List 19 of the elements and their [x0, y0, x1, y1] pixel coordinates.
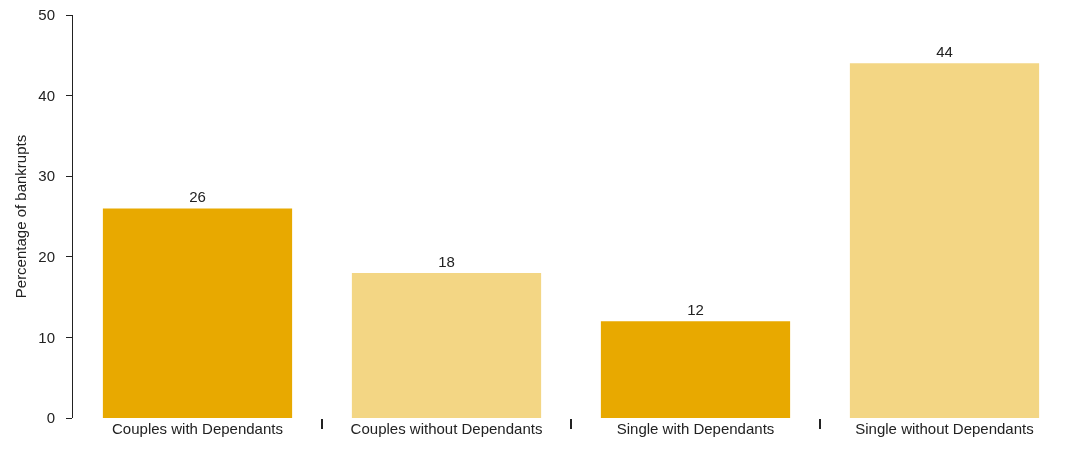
bar: [351, 272, 542, 418]
bar: [849, 63, 1040, 418]
x-tick-label: Single without Dependants: [855, 420, 1034, 437]
x-tick-label: Single with Dependants: [616, 420, 775, 437]
y-axis-title: Percentage of bankrupts: [11, 134, 29, 299]
y-tick-label: 0: [46, 409, 55, 427]
bar: [600, 321, 791, 418]
bar: [102, 208, 293, 418]
data-label: 44: [936, 43, 953, 61]
x-tick-label: Couples with Dependants: [112, 420, 283, 437]
x-tick-label: Couples without Dependants: [350, 420, 543, 437]
y-tick-label: 40: [38, 86, 55, 104]
y-tick-label: 20: [38, 248, 55, 266]
y-tick-label: 50: [38, 6, 55, 24]
y-tick-label: 10: [38, 328, 55, 346]
data-label: 12: [687, 301, 704, 319]
data-label: 26: [189, 188, 206, 206]
data-label: 18: [438, 252, 455, 270]
y-tick-label: 30: [38, 167, 55, 185]
